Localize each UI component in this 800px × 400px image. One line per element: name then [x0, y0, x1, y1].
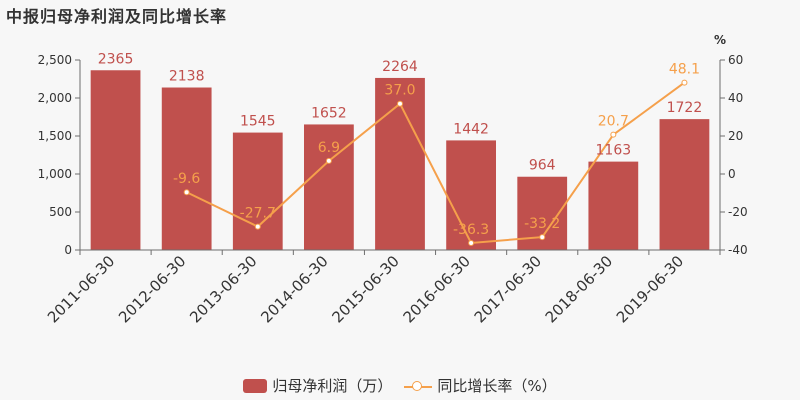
- y-right-tick-label: -40: [728, 243, 748, 257]
- growth-point: [183, 189, 190, 196]
- x-tick-label: 2019-06-30: [613, 252, 687, 326]
- bar: [446, 140, 496, 250]
- growth-point: [610, 131, 617, 138]
- legend: 归母净利润（万） 同比增长率（%）: [0, 375, 800, 396]
- bar-value-label: 1652: [311, 105, 347, 121]
- growth-value-label: -27.7: [240, 206, 276, 222]
- growth-line: [186, 81, 686, 245]
- y-right-tick-label: 20: [728, 129, 743, 143]
- y-right-tick-label: 40: [728, 91, 743, 105]
- legend-item-bar[interactable]: 归母净利润（万）: [243, 375, 392, 396]
- growth-value-label: 20.7: [598, 114, 629, 130]
- y-right-tick-label: 60: [728, 53, 743, 67]
- x-tick-label: 2012-06-30: [115, 252, 189, 326]
- bar: [161, 87, 212, 251]
- bar-value-label: 964: [529, 158, 556, 174]
- growth-value-label: 37.0: [384, 83, 415, 99]
- growth-point: [325, 157, 332, 164]
- x-tick-label: 2013-06-30: [186, 252, 260, 326]
- legend-bar-label: 归母净利润（万）: [272, 377, 393, 395]
- x-tick-label: 2015-06-30: [328, 252, 402, 326]
- x-tick-label: 2011-06-30: [44, 252, 118, 326]
- bar-value-label: 2264: [382, 59, 418, 75]
- legend-item-line[interactable]: 同比增长率（%）: [404, 375, 557, 396]
- bar-value-label: 2138: [169, 69, 205, 85]
- legend-bar-swatch: [243, 378, 268, 393]
- y-left-tick-label: 1,500: [38, 129, 72, 143]
- bar-value-label: 1442: [453, 121, 489, 137]
- x-tick-label: 2018-06-30: [542, 252, 616, 326]
- growth-value-label: 6.9: [318, 140, 340, 156]
- y-left-tick-label: 500: [49, 205, 72, 219]
- growth-point: [468, 239, 475, 246]
- growth-point: [254, 223, 261, 230]
- bar-value-label: 1722: [667, 100, 703, 116]
- x-tick-label: 2014-06-30: [257, 252, 331, 326]
- y-right-tick-label: 0: [728, 167, 736, 181]
- y-left-tick-label: 2,500: [38, 53, 72, 67]
- x-tick-label: 2016-06-30: [400, 252, 474, 326]
- growth-value-label: -33.2: [524, 216, 560, 232]
- growth-point: [539, 234, 546, 241]
- bar: [588, 161, 639, 250]
- bar: [304, 124, 354, 250]
- growth-point: [397, 100, 403, 107]
- legend-line-swatch: [404, 379, 433, 393]
- bar: [90, 70, 141, 250]
- y-right-tick-label: -20: [728, 205, 748, 219]
- bar-value-label: 2365: [98, 51, 134, 67]
- bar-value-label: 1163: [596, 143, 632, 159]
- bar-value-label: 1545: [240, 114, 276, 130]
- growth-value-label: 48.1: [669, 62, 700, 78]
- y-right-unit: %: [714, 33, 726, 47]
- x-tick-label: 2017-06-30: [471, 252, 545, 326]
- growth-value-label: -36.3: [453, 222, 489, 238]
- growth-value-label: -9.6: [173, 171, 200, 187]
- page-title: 中报归母净利润及同比增长率: [6, 7, 228, 26]
- bar: [232, 132, 283, 250]
- y-left-tick-label: 0: [64, 243, 72, 257]
- growth-point: [681, 79, 688, 86]
- bar: [659, 119, 710, 251]
- y-left-tick-label: 1,000: [38, 167, 72, 181]
- legend-line-label: 同比增长率（%）: [437, 377, 557, 395]
- y-left-tick-label: 2,000: [38, 91, 72, 105]
